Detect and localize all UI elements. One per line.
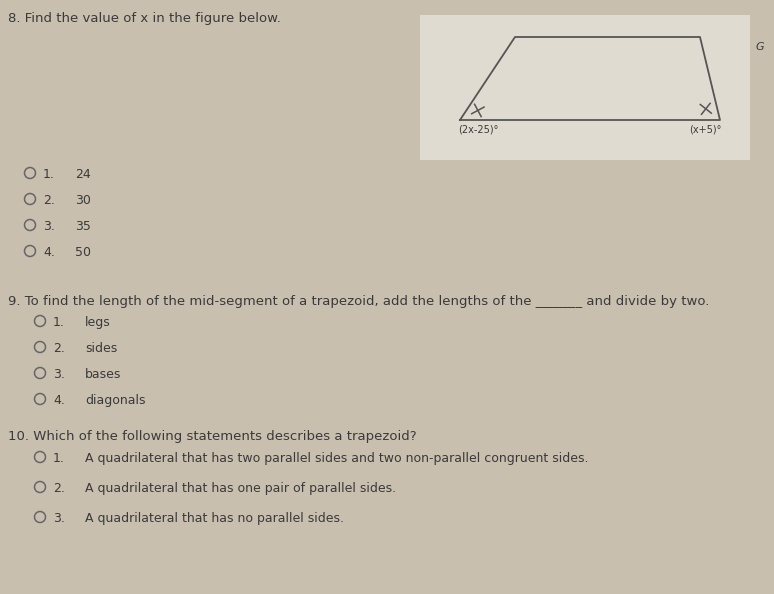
Text: 24: 24 [75,168,91,181]
Text: 3.: 3. [53,368,65,381]
Text: 1.: 1. [53,316,65,329]
Text: 4.: 4. [53,394,65,407]
Text: 2.: 2. [43,194,55,207]
Text: 35: 35 [75,220,91,233]
Text: legs: legs [85,316,111,329]
Bar [420,15,750,160]
Text: (2x-25)°: (2x-25)° [458,124,498,134]
Text: 2.: 2. [53,342,65,355]
Text: A quadrilateral that has two parallel sides and two non-parallel congruent sides: A quadrilateral that has two parallel si… [85,452,588,465]
Text: 1.: 1. [53,452,65,465]
Text: bases: bases [85,368,122,381]
Text: 50: 50 [75,246,91,259]
Text: 30: 30 [75,194,91,207]
Text: G: G [755,42,764,52]
Text: A quadrilateral that has no parallel sides.: A quadrilateral that has no parallel sid… [85,512,344,525]
Text: (x+5)°: (x+5)° [690,124,722,134]
Text: 10. Which of the following statements describes a trapezoid?: 10. Which of the following statements de… [8,430,416,443]
Text: 8. Find the value of x in the figure below.: 8. Find the value of x in the figure bel… [8,12,281,25]
Text: 2.: 2. [53,482,65,495]
Text: sides: sides [85,342,117,355]
Text: 4.: 4. [43,246,55,259]
Text: diagonals: diagonals [85,394,146,407]
Text: A quadrilateral that has one pair of parallel sides.: A quadrilateral that has one pair of par… [85,482,396,495]
Text: 1.: 1. [43,168,55,181]
Text: 9. To find the length of the mid-segment of a trapezoid, add the lengths of the : 9. To find the length of the mid-segment… [8,295,710,308]
Text: 3.: 3. [43,220,55,233]
Text: 3.: 3. [53,512,65,525]
